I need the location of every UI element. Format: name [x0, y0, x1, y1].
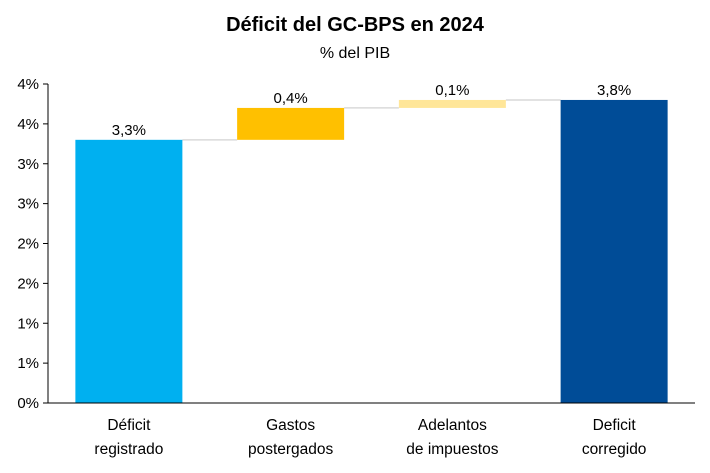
y-tick-label-2: 1%	[17, 355, 39, 372]
data-label-4: 3,8%	[597, 82, 631, 99]
data-label-2: 0,4%	[274, 90, 308, 107]
data-label-1: 3,3%	[112, 122, 146, 139]
bar-3	[398, 99, 506, 108]
x-category-label-4-line-2: corregido	[582, 441, 647, 458]
plot-area: 3,3% 0,4% 0,1% 3,8% 0% 1% 1% 2% 2% 3% 3% 4% 4% Défici…	[17, 76, 695, 458]
x-category-label-2-line-1: Gastos	[266, 417, 315, 434]
chart-subtitle: % del PIB	[320, 45, 390, 62]
y-tick-label-1: 0%	[17, 395, 39, 412]
x-category-label-2-line-2: postergados	[248, 441, 334, 458]
y-tick-label-9: 4%	[17, 76, 39, 93]
x-category-label-4-line-1: Deficit	[593, 417, 637, 434]
x-category-label-1-line-1: Déficit	[107, 417, 151, 434]
bar-4	[560, 99, 668, 403]
y-tick-label-5: 2%	[17, 236, 39, 253]
y-tick-label-4: 2%	[17, 275, 39, 292]
y-tick-label-8: 4%	[17, 116, 39, 133]
y-tick-label-6: 3%	[17, 196, 39, 213]
data-label-3: 0,1%	[435, 82, 469, 99]
x-category-label-1-line-2: registrado	[94, 441, 163, 458]
y-tick-label-3: 1%	[17, 315, 39, 332]
y-tick-label-7: 3%	[17, 156, 39, 173]
bar-1	[75, 139, 183, 403]
chart-title: Déficit del GC-BPS en 2024	[226, 14, 485, 36]
bar-2	[237, 107, 345, 140]
x-category-label-3-line-2: de impuestos	[406, 441, 498, 458]
x-category-label-3-line-1: Adelantos	[418, 417, 487, 434]
